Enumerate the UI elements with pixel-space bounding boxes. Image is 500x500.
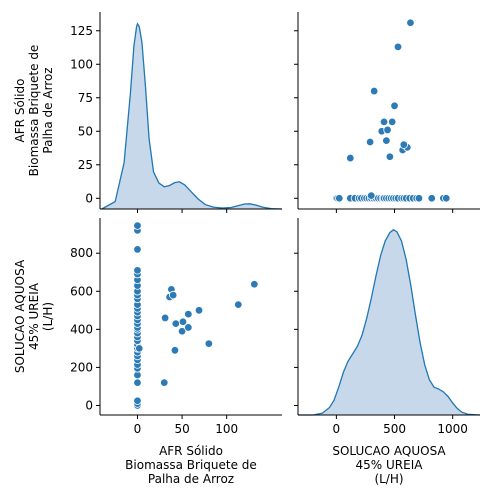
panel-sol-afr-point [184, 309, 193, 319]
panel-sol-afr-point [160, 378, 169, 387]
panel-sol-afr-point [234, 300, 243, 309]
panel-afr-afr-ytick-label: 25 [78, 158, 93, 172]
panel-sol-sol-xtick-label: 500 [383, 422, 406, 436]
panel-sol-afr-point [178, 317, 188, 326]
panel-sol-afr-ytick-label: 600 [70, 284, 93, 298]
panel-afr-afr-ytick-label: 125 [70, 24, 93, 38]
panel-sol-sol-kde-fill [298, 229, 480, 415]
panel-afr-sol-point [379, 117, 389, 127]
panel-sol-afr-point [133, 396, 142, 405]
panel-afr-afr-ytick-label: 0 [85, 191, 93, 205]
panel-sol-sol-kde-line [298, 229, 481, 416]
panel-afr-sol-point [388, 117, 397, 127]
panel-sol-sol-xtick-label: 0 [333, 422, 341, 436]
panel-sol-afr-point [250, 280, 259, 289]
panel-afr-sol-point [393, 42, 403, 52]
panel-sol-afr-xtick-label: 100 [215, 422, 238, 436]
panel-afr-sol-point [346, 153, 355, 163]
panel-sol-afr-xtick-label: 50 [174, 422, 189, 436]
panel-sol-afr-point [194, 306, 204, 315]
panel-afr-sol-point [406, 18, 415, 27]
panel-sol-afr-ytick-label: 400 [70, 322, 93, 336]
ylabel-sol: SOLUCAO AQUOSA45% UREIA(L/H) [13, 259, 55, 373]
panel-afr-afr-kde-line [101, 22, 283, 210]
panel-sol-afr-point [135, 344, 144, 353]
panel-afr-sol-point [365, 137, 375, 147]
panel-afr-afr-kde-fill [101, 23, 282, 209]
panel-sol-afr-ytick-label: 800 [70, 246, 93, 260]
panel-sol-sol-xtick-label: 1000 [437, 422, 468, 436]
panel-sol-afr-ytick-label: 200 [70, 360, 93, 374]
panel-sol-afr-point [177, 327, 187, 336]
panel-afr-sol-point [335, 194, 344, 203]
ylabel-afr: AFR SólidoBiomassa Briquete dePalha de A… [13, 45, 55, 177]
panel-sol-afr-xtick-label: 0 [134, 422, 142, 436]
panel-afr-sol-point [390, 101, 399, 111]
panel-afr-sol-point [367, 191, 376, 200]
panel-afr-sol-point [369, 86, 379, 96]
panel-afr-sol-point [383, 125, 392, 135]
panel-sol-afr-point [168, 290, 178, 300]
panel-afr-sol-point [442, 194, 451, 203]
panel-afr-sol-point [382, 136, 391, 145]
panel-afr-sol-point [414, 194, 424, 203]
panel-sol-afr-point [160, 313, 170, 323]
panel-sol-afr-ytick-label: 0 [85, 398, 93, 412]
panel-sol-afr-point [204, 339, 214, 348]
panel-sol-afr-point [184, 323, 193, 332]
panel-sol-afr-point [133, 221, 142, 230]
panel-sol-afr-point [133, 266, 142, 275]
panel-afr-afr-ytick-label: 50 [78, 124, 93, 138]
xlabel-sol: SOLUCAO AQUOSA 45% UREIA (L/H) [332, 444, 446, 486]
panel-afr-sol-point [385, 152, 395, 161]
panel-sol-afr-point [133, 245, 142, 254]
panel-afr-sol-point [399, 140, 409, 149]
xlabel-afr: AFR Sólido Biomassa Briquete de Palha de A… [125, 444, 257, 486]
panel-sol-afr-point [133, 378, 142, 387]
panel-afr-afr-ytick-label: 100 [70, 57, 93, 71]
panel-sol-afr-point [170, 346, 180, 355]
panel-afr-sol-point [427, 194, 436, 203]
panel-sol-afr-point [171, 319, 181, 328]
panel-afr-afr-ytick-label: 75 [78, 91, 93, 105]
